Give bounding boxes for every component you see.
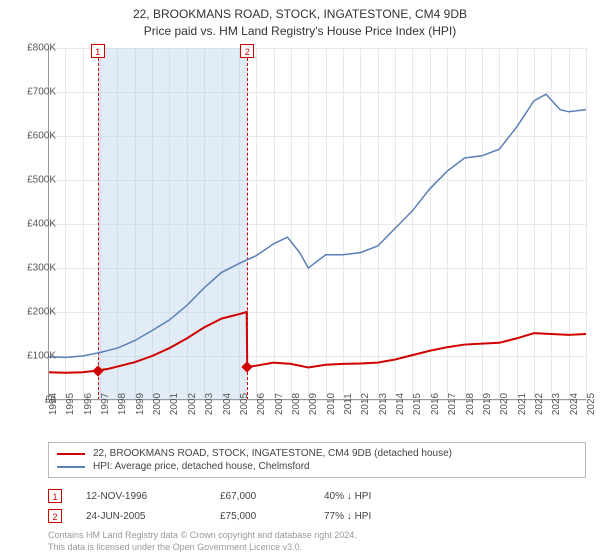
series-hpi	[48, 94, 586, 357]
x-tick-label: 2005	[239, 393, 250, 415]
x-tick-label: 1995	[65, 393, 76, 415]
x-tick-label: 2013	[378, 393, 389, 415]
legend-row: 22, BROOKMANS ROAD, STOCK, INGATESTONE, …	[57, 447, 577, 460]
x-tick-label: 2007	[274, 393, 285, 415]
footer-attribution: Contains HM Land Registry data © Crown c…	[48, 530, 586, 553]
x-tick-label: 2001	[169, 393, 180, 415]
line-layer	[48, 48, 586, 400]
x-tick-label: 2014	[395, 393, 406, 415]
sales-price: £75,000	[220, 511, 300, 522]
x-tick-label: 2015	[412, 393, 423, 415]
x-tick-label: 1996	[83, 393, 94, 415]
x-tick-label: 2025	[586, 393, 597, 415]
y-tick-label: £400K	[27, 219, 56, 230]
x-tick-label: 2004	[222, 393, 233, 415]
legend-box: 22, BROOKMANS ROAD, STOCK, INGATESTONE, …	[48, 442, 586, 478]
x-tick-label: 2024	[569, 393, 580, 415]
x-tick-label: 2017	[447, 393, 458, 415]
legend-swatch	[57, 466, 85, 468]
x-tick-label: 1994	[48, 393, 59, 415]
x-tick-label: 2020	[499, 393, 510, 415]
x-tick-label: 1998	[117, 393, 128, 415]
x-tick-label: 2009	[308, 393, 319, 415]
chart-title: 22, BROOKMANS ROAD, STOCK, INGATESTONE, …	[0, 0, 600, 40]
sales-date: 12-NOV-1996	[86, 491, 196, 502]
series-price_paid	[48, 312, 586, 373]
sales-price: £67,000	[220, 491, 300, 502]
sales-delta: 40% ↓ HPI	[324, 491, 424, 502]
title-line-2: Price paid vs. HM Land Registry's House …	[0, 23, 600, 40]
sales-badge: 2	[48, 509, 62, 523]
y-tick-label: £700K	[27, 87, 56, 98]
y-tick-label: £200K	[27, 307, 56, 318]
x-tick-label: 2021	[517, 393, 528, 415]
x-tick-label: 2003	[204, 393, 215, 415]
legend-label: 22, BROOKMANS ROAD, STOCK, INGATESTONE, …	[93, 448, 452, 459]
x-tick-label: 2022	[534, 393, 545, 415]
legend-swatch	[57, 453, 85, 455]
x-tick-label: 2006	[256, 393, 267, 415]
sales-table: 1 12-NOV-1996 £67,000 40% ↓ HPI 2 24-JUN-2005…	[48, 486, 586, 526]
sales-row: 2 24-JUN-2005 £75,000 77% ↓ HPI	[48, 506, 586, 526]
grid-line-v	[586, 48, 587, 400]
y-tick-label: £100K	[27, 351, 56, 362]
footer-line-1: Contains HM Land Registry data © Crown c…	[48, 530, 586, 542]
sales-date: 24-JUN-2005	[86, 511, 196, 522]
x-tick-label: 1999	[135, 393, 146, 415]
footer-line-2: This data is licensed under the Open Gov…	[48, 542, 586, 554]
legend-row: HPI: Average price, detached house, Chel…	[57, 460, 577, 473]
x-tick-label: 2008	[291, 393, 302, 415]
x-tick-label: 2002	[187, 393, 198, 415]
sales-badge: 1	[48, 489, 62, 503]
plot-area: 12	[48, 48, 586, 400]
y-tick-label: £500K	[27, 175, 56, 186]
x-tick-label: 2011	[343, 393, 354, 415]
x-tick-label: 2000	[152, 393, 163, 415]
x-tick-label: 2018	[465, 393, 476, 415]
x-tick-label: 2019	[482, 393, 493, 415]
y-tick-label: £600K	[27, 131, 56, 142]
y-tick-label: £800K	[27, 43, 56, 54]
y-tick-label: £300K	[27, 263, 56, 274]
x-tick-label: 2010	[326, 393, 337, 415]
x-tick-label: 2016	[430, 393, 441, 415]
x-tick-label: 1997	[100, 393, 111, 415]
legend-label: HPI: Average price, detached house, Chel…	[93, 461, 310, 472]
sales-delta: 77% ↓ HPI	[324, 511, 424, 522]
x-tick-label: 2023	[551, 393, 562, 415]
x-tick-label: 2012	[360, 393, 371, 415]
chart-container: 22, BROOKMANS ROAD, STOCK, INGATESTONE, …	[0, 0, 600, 560]
sales-row: 1 12-NOV-1996 £67,000 40% ↓ HPI	[48, 486, 586, 506]
title-line-1: 22, BROOKMANS ROAD, STOCK, INGATESTONE, …	[0, 6, 600, 23]
